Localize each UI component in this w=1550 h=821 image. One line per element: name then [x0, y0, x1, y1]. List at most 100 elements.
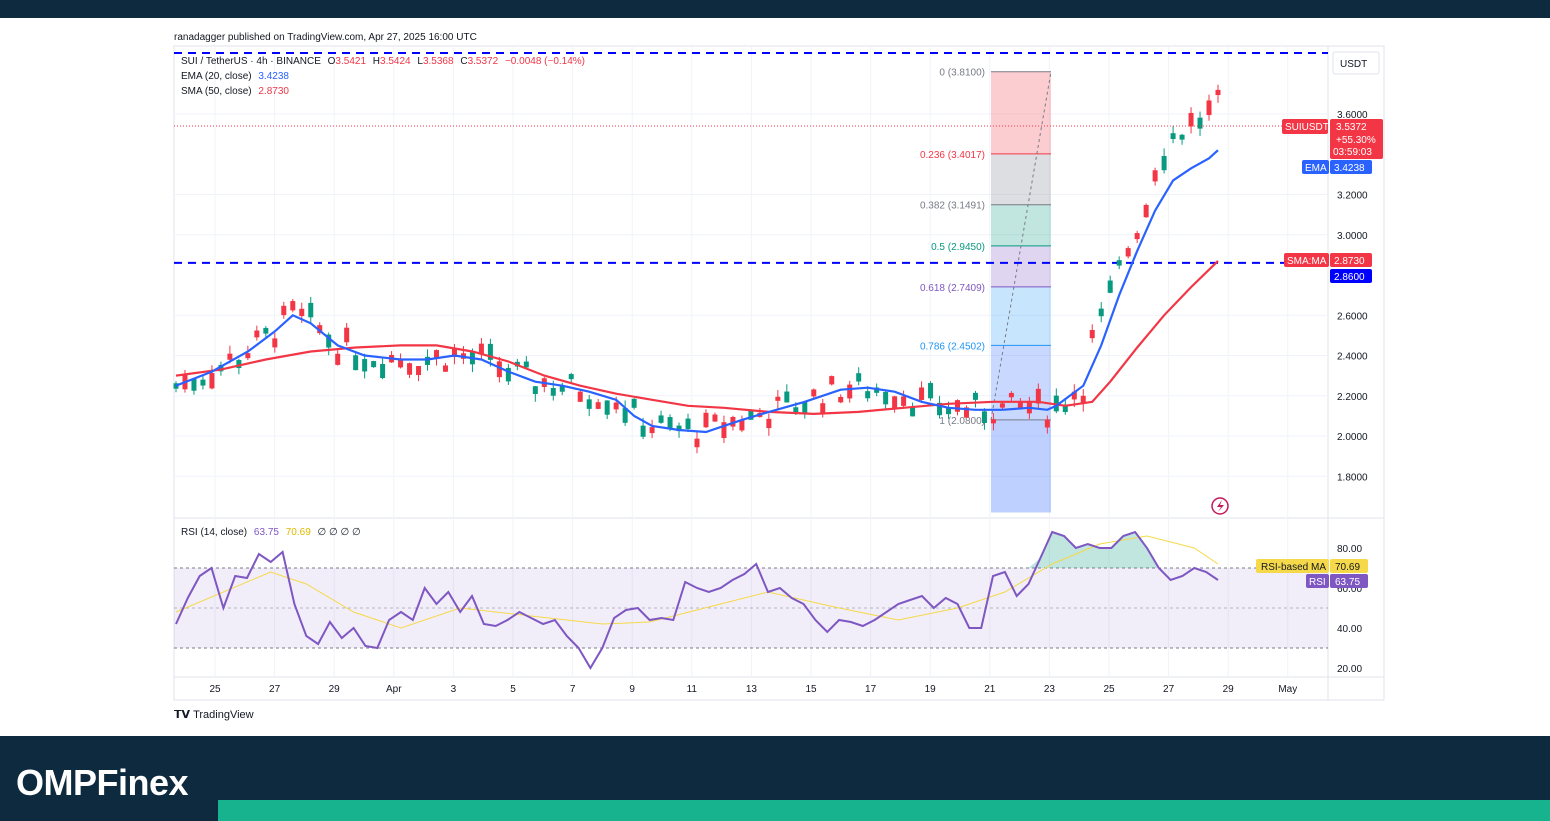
- candle-body: [775, 396, 781, 401]
- ema-tag-text: EMA: [1305, 163, 1327, 174]
- bar-timer: 03:59:03: [1333, 147, 1372, 158]
- rsi-axis: 80.00 60.00 40.00 20.00: [1337, 544, 1362, 675]
- price-tick-label: 3.2000: [1337, 191, 1368, 202]
- price-tick-label: 2.4000: [1337, 352, 1368, 363]
- candle-body: [487, 343, 493, 360]
- candle-body: [631, 398, 637, 408]
- tradingview-logo[interactable]: 𝗧𝗩 TradingView: [174, 708, 254, 721]
- time-tick-label: 15: [805, 684, 817, 695]
- svg-text:RSI (14, close) 63.75: RSI (14, close) 63.75 70.69 ∅ ∅ ∅ ∅: [181, 527, 361, 538]
- rsi-ma-value-text: 70.69: [1335, 562, 1360, 573]
- candle-body: [416, 366, 422, 376]
- candle-body: [963, 407, 969, 418]
- time-tick-label: 9: [629, 684, 635, 695]
- candle-body: [604, 400, 610, 415]
- time-tick-label: 19: [925, 684, 937, 695]
- symbol-tag: [1282, 119, 1328, 134]
- fib-retracement: 0 (3.8100) 0.236 (3.4017) 0.382 (3.1491) 0.…: [920, 68, 1052, 513]
- candle-body: [946, 408, 952, 415]
- brand-logo: OMPFinex: [16, 762, 189, 803]
- candle-body: [595, 402, 601, 409]
- candle-body: [721, 422, 727, 439]
- candle-body: [972, 392, 978, 400]
- candle-body: [1206, 100, 1212, 116]
- time-tick-label: 29: [1223, 684, 1235, 695]
- open-value: 3.5421: [335, 56, 366, 67]
- lightning-bolt: [1217, 500, 1224, 512]
- candle-body: [353, 355, 359, 371]
- chart-panel: [0, 18, 1550, 736]
- candle-body: [568, 374, 574, 380]
- candle-body: [676, 425, 682, 432]
- tv-logo-text: TradingView: [193, 709, 254, 721]
- candle-body: [398, 359, 404, 368]
- high-label: H: [373, 56, 380, 67]
- candle-body: [829, 376, 835, 385]
- candle-body: [1161, 156, 1167, 171]
- ema-value-tag: [1330, 160, 1372, 174]
- ema-legend-label[interactable]: EMA (20, close): [181, 71, 252, 82]
- sma-line: [175, 260, 1219, 416]
- candle-body: [1179, 134, 1185, 140]
- fib-zone: [991, 286, 1051, 346]
- svg-text:SMA (50, close) 2.8730: SMA (50, close) 2.8730: [181, 86, 289, 97]
- candle-body: [640, 425, 646, 437]
- rsi-tick-label: 80.00: [1337, 544, 1362, 555]
- time-tick-label: May: [1278, 684, 1297, 695]
- fib-zone: [991, 245, 1051, 287]
- candle-body: [209, 373, 215, 389]
- time-tick-label: 13: [746, 684, 758, 695]
- candle-body: [380, 363, 386, 379]
- rsi-value-text: 63.75: [1335, 577, 1360, 588]
- horizontal-levels: [174, 52, 1328, 264]
- candle-body: [254, 330, 260, 338]
- rsi-value-tag: [1330, 574, 1368, 588]
- ema-legend-value: 3.4238: [258, 71, 289, 82]
- time-tick-label: 5: [510, 684, 516, 695]
- candle-body: [1197, 117, 1203, 129]
- candle-body: [317, 325, 323, 334]
- sma-legend-label[interactable]: SMA (50, close): [181, 86, 252, 97]
- time-tick-label: 7: [570, 684, 576, 695]
- time-tick-label: 25: [1103, 684, 1115, 695]
- candle-body: [272, 338, 278, 348]
- candle-body: [200, 379, 206, 386]
- candle-body: [281, 305, 287, 316]
- close-label: C: [460, 56, 467, 67]
- price-chart[interactable]: 0 (3.8100) 0.236 (3.4017) 0.382 (3.1491) 0.…: [0, 0, 1550, 736]
- rsi-tag-text: RSI: [1309, 577, 1326, 588]
- candle-body: [838, 396, 844, 403]
- fib-level-label: 0.786 (2.4502): [920, 341, 985, 352]
- level-value-text: 2.8600: [1334, 272, 1365, 283]
- candle-body: [865, 391, 871, 399]
- fib-zone: [991, 153, 1051, 205]
- rsi-tick-label: 20.00: [1337, 664, 1362, 675]
- symbol-tag-text: SUIUSDT: [1285, 122, 1329, 133]
- candle-body: [290, 301, 296, 311]
- rsi-ma-tag: [1256, 559, 1329, 573]
- candle-body: [739, 420, 745, 431]
- fib-trend-line: [990, 71, 1052, 420]
- candle-body: [1215, 89, 1221, 96]
- lightning-icon[interactable]: [1211, 497, 1229, 515]
- candle-body: [910, 407, 916, 417]
- candle-body: [649, 427, 655, 434]
- time-tick-label: 25: [209, 684, 221, 695]
- candle-body: [856, 373, 862, 382]
- low-value: 3.5368: [423, 56, 454, 67]
- candle-body: [1152, 170, 1158, 182]
- candle-body: [442, 365, 448, 372]
- top-bar: [0, 0, 1550, 18]
- candle-body: [407, 363, 413, 375]
- rsi-legend-label[interactable]: RSI (14, close): [181, 527, 247, 538]
- candle-body: [1080, 395, 1086, 404]
- last-price-pct: +55.30%: [1336, 135, 1376, 146]
- fib-zone: [991, 204, 1051, 246]
- close-value: 3.5372: [468, 56, 499, 67]
- candle-body: [263, 327, 269, 334]
- candle-body: [667, 417, 673, 429]
- candle-body: [811, 389, 817, 397]
- currency-label: USDT: [1340, 59, 1367, 70]
- currency-box[interactable]: [1332, 51, 1380, 75]
- time-tick-label: 27: [1163, 684, 1175, 695]
